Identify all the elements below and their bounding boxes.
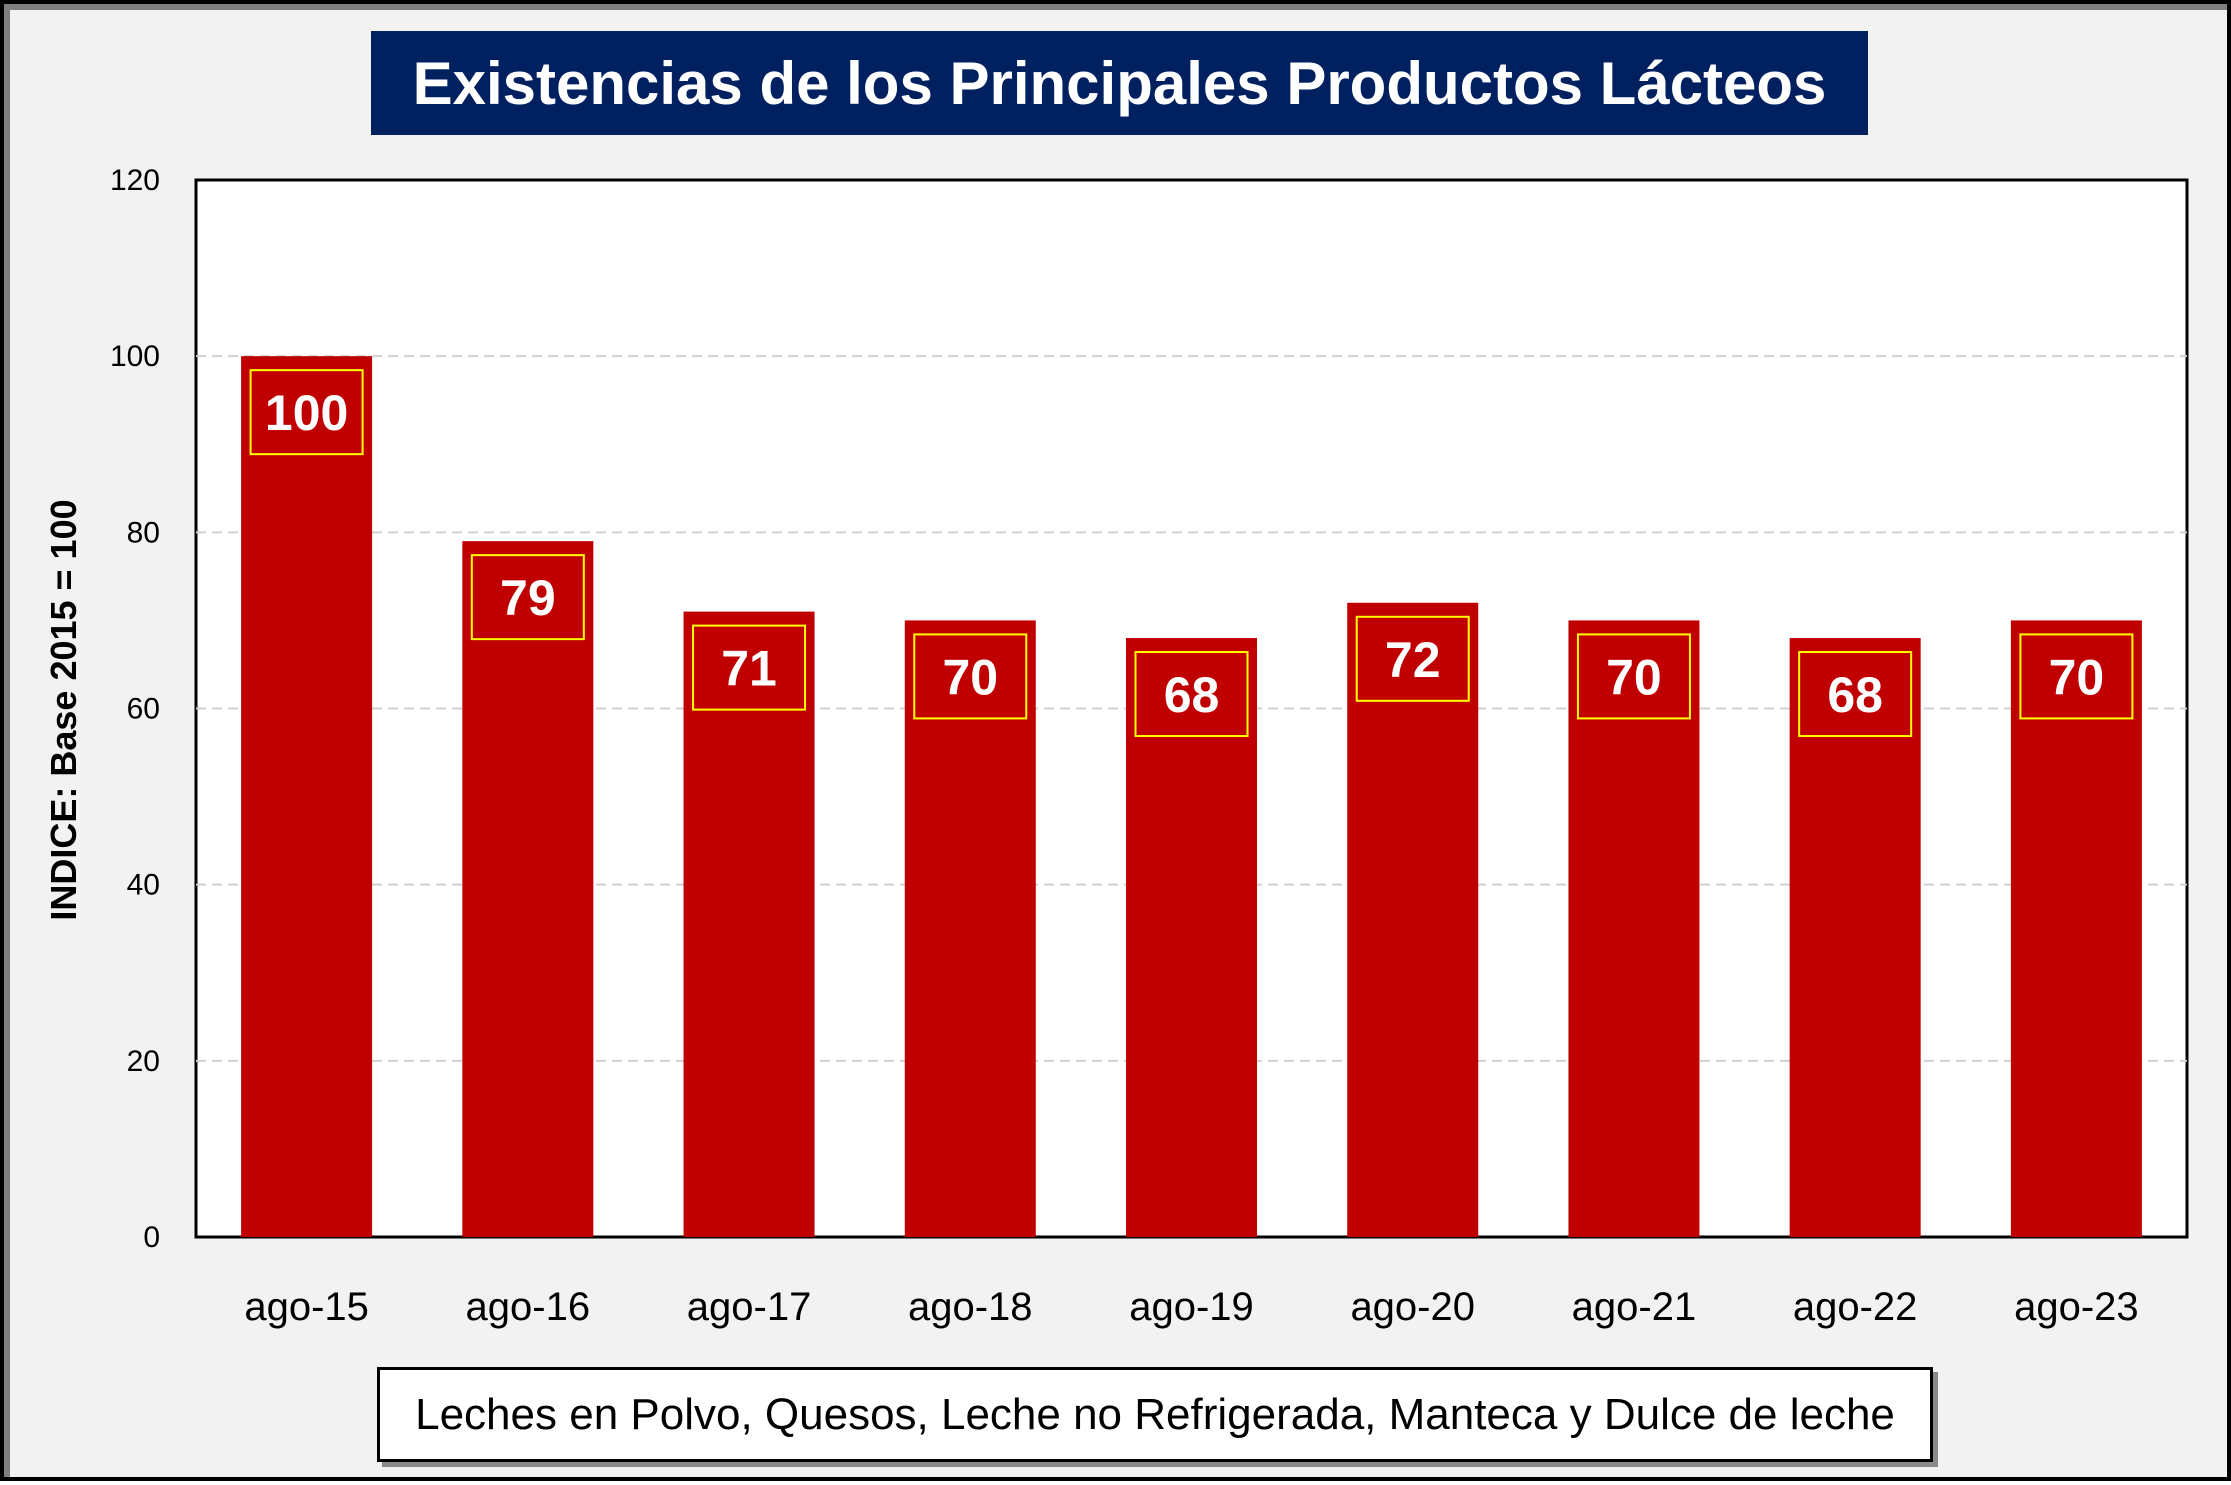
x-tick-label: ago-21 <box>1572 1285 1697 1329</box>
data-label: 68 <box>1798 651 1913 738</box>
x-tick-label: ago-19 <box>1129 1285 1254 1329</box>
x-tick-label: ago-18 <box>908 1285 1033 1329</box>
bar <box>1347 602 1479 1237</box>
data-label-text: 70 <box>942 649 998 705</box>
data-label: 70 <box>2019 633 2134 720</box>
data-label-text: 72 <box>1385 632 1441 688</box>
data-label-text: 71 <box>721 641 777 697</box>
bar <box>1568 620 1700 1237</box>
x-tick-label: ago-16 <box>466 1285 591 1329</box>
data-label-box <box>249 369 364 456</box>
chart-title: Existencias de los Principales Productos… <box>371 31 1868 135</box>
data-label: 68 <box>1134 651 1249 738</box>
data-label: 100 <box>249 369 364 456</box>
bar <box>241 356 373 1238</box>
data-label-box <box>913 633 1028 720</box>
data-label-box <box>1798 651 1913 738</box>
data-label: 72 <box>1355 615 1470 702</box>
data-label-text: 68 <box>1164 667 1220 723</box>
data-label-box <box>2019 633 2134 720</box>
y-tick-label: 80 <box>127 516 160 549</box>
data-label: 70 <box>1576 633 1691 720</box>
x-tick-label: ago-15 <box>244 1285 369 1329</box>
data-label-text: 100 <box>265 385 348 441</box>
bar <box>683 611 815 1237</box>
data-label-text: 79 <box>500 570 556 626</box>
y-tick-label: 20 <box>127 1045 160 1078</box>
bar <box>904 620 1036 1237</box>
data-label-text: 68 <box>1827 667 1883 723</box>
data-label-box <box>1355 615 1470 702</box>
data-label: 79 <box>470 554 585 641</box>
bar <box>462 541 594 1237</box>
y-tick-label: 60 <box>127 693 160 726</box>
y-tick-label: 0 <box>143 1221 160 1254</box>
y-tick-label: 120 <box>110 164 160 197</box>
x-tick-label: ago-23 <box>2014 1285 2139 1329</box>
data-label-box <box>1134 651 1249 738</box>
y-tick-label: 40 <box>127 869 160 902</box>
data-label-box <box>1576 633 1691 720</box>
data-label-text: 70 <box>2049 649 2105 705</box>
legend: Leches en Polvo, Quesos, Leche no Refrig… <box>377 1367 1933 1462</box>
data-label: 71 <box>692 624 807 711</box>
y-tick-label: 100 <box>110 340 160 373</box>
bar <box>1126 638 1257 1237</box>
x-tick-label: ago-20 <box>1350 1285 1475 1329</box>
data-label-box <box>470 554 585 641</box>
bar <box>2010 620 2142 1237</box>
bar <box>1789 638 1921 1237</box>
data-label-box <box>692 624 807 711</box>
data-label-text: 70 <box>1606 649 1662 705</box>
x-tick-label: ago-22 <box>1793 1285 1918 1329</box>
x-tick-label: ago-17 <box>687 1285 812 1329</box>
data-label: 70 <box>913 633 1028 720</box>
bar-chart: 100 79 71 70 68 72 70 68 70 0 20 40 60 80 100 120 ago-… <box>110 164 2189 1329</box>
